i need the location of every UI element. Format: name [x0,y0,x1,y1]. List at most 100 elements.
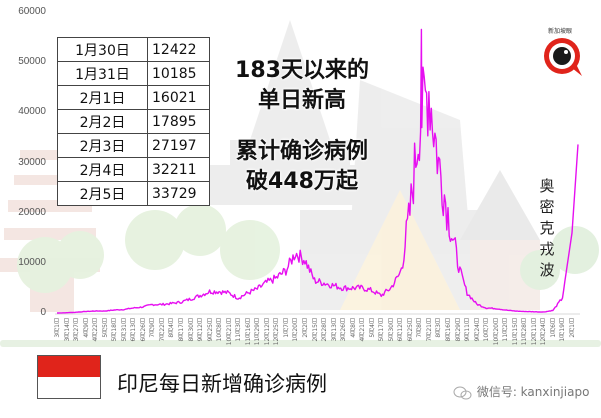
x-tick-label: 10月20日 [492,318,500,346]
x-tick-label: 7月21日 [425,318,433,342]
x-tick-label: 10月8日 [216,318,224,342]
x-tick-label: 11月16日 [244,318,252,346]
x-tick-label: 8月17日 [177,318,185,342]
footer-title: 印尼每日新增确诊病例 [117,372,327,396]
x-tick-label: 5月17日 [378,318,386,342]
omicron-char: 戎 [539,240,555,258]
wechat-icon [453,386,473,400]
x-tick-label: 8月16日 [445,318,453,342]
table-row: 2月3日 27197 [57,133,210,158]
x-tick-label: 9月11日 [464,318,472,342]
headline-new-high: 183天以来的 单日新高 [212,56,392,116]
x-tick-label: 2月28日 [321,318,329,342]
x-tick-label: 7月8日 [416,318,424,338]
y-tick-50000: 50000 [18,56,46,67]
x-tick-label: 4月22日 [92,318,100,342]
x-tick-label: 10月21日 [225,318,233,346]
x-tick-label: 7月22日 [158,318,166,342]
y-tick-30000: 30000 [18,157,46,168]
x-tick-label: 11月29日 [254,318,262,346]
x-tick-label: 1月20日 [292,318,300,342]
kanxinjiapo-logo-icon: 新加坡眼 [544,27,582,76]
cases-cell: 10185 [147,61,210,86]
x-tick-label: 8月3日 [435,318,443,338]
series-line [57,28,579,314]
cases-cell: 32211 [147,157,210,182]
date-cell: 2月1日 [57,85,148,110]
x-tick-label: 11月2日 [502,318,510,342]
x-tick-label: 5月18日 [111,318,119,342]
omicron-char: 波 [539,261,555,279]
x-tick-label: 12月12日 [263,318,271,346]
date-cell: 2月4日 [57,157,148,182]
x-tick-label: 5月4日 [368,318,376,338]
table-row: 1月31日 10185 [57,61,210,86]
x-tick-label: 6月25日 [406,318,414,342]
date-cell: 2月5日 [57,181,148,206]
cases-cell: 12422 [147,37,210,62]
x-tick-label: 6月26日 [139,318,147,342]
omicron-char: 密 [539,198,555,216]
x-tick-label: 10月7日 [483,318,491,342]
x-tick-label: 2月1日 [569,318,576,338]
date-cell: 1月30日 [57,37,148,62]
headline-line-1: 183天以来的 [235,58,369,83]
y-tick-40000: 40000 [18,106,46,117]
x-tick-label: 1月7日 [282,318,290,338]
headline-line-3: 累计确诊病例 [235,139,368,164]
x-tick-label: 9月24日 [473,318,481,342]
y-tick-60000: 60000 [18,6,46,17]
x-tick-label: 12月25日 [273,318,281,346]
x-tick-label: 5月31日 [120,318,128,342]
cases-cell: 27197 [147,133,210,158]
table-row: 1月30日 12422 [57,37,210,62]
date-cell: 2月2日 [57,109,148,134]
flag-white-band [38,377,100,398]
x-tick-label: 2月2日 [301,318,309,338]
indonesia-flag-icon [37,355,101,399]
x-tick-label: 1月19日 [559,318,567,342]
table-row: 2月4日 32211 [57,157,210,182]
headline-cumulative: 累计确诊病例 破448万起 [212,137,392,197]
date-cell: 2月3日 [57,133,148,158]
omicron-wave-label: 奥密克戎波 [537,176,557,281]
x-tick-label: 4月8日 [349,318,357,338]
x-tick-label: 11月28日 [521,318,529,346]
omicron-char: 克 [539,219,555,237]
x-tick-label: 4月9日 [82,318,90,338]
x-tick-label: 1月6日 [549,318,557,338]
y-tick-20000: 20000 [18,207,46,218]
y-tick-0: 0 [40,307,46,318]
headline-line-4: 破448万起 [246,169,358,194]
flag-red-band [38,356,100,377]
date-cell: 1月31日 [57,61,148,86]
x-tick-label: 12月11日 [530,318,538,346]
x-tick-label: 3月13日 [330,318,338,342]
cases-cell: 17895 [147,109,210,134]
x-tick-label: 8月29日 [454,318,462,342]
x-tick-label: 6月12日 [397,318,405,342]
x-tick-label: 3月1日 [54,318,61,338]
table-row: 2月2日 17895 [57,109,210,134]
table-row: 2月1日 16021 [57,85,210,110]
x-tick-label: 12月24日 [540,318,548,346]
x-tick-label: 5月5日 [101,318,109,338]
recent-cases-table: 1月30日 12422 1月31日 10185 2月1日 16021 2月2日 17895 2月… [57,37,210,206]
table-row: 2月5日 33729 [57,181,210,206]
y-tick-10000: 10000 [18,257,46,268]
x-tick-label: 5月30日 [387,318,395,342]
x-tick-label: 3月26日 [340,318,348,342]
x-tick-label: 3月14日 [63,318,71,342]
omicron-char: 奥 [539,177,555,195]
x-tick-label: 11月15日 [511,318,519,346]
x-tick-label: 7月9日 [149,318,157,338]
wechat-id: 微信号: kanxinjiapo [453,383,589,400]
cases-cell: 16021 [147,85,210,110]
cases-cell: 33729 [147,181,210,206]
x-tick-label: 8月4日 [168,318,176,338]
x-tick-label: 9月25日 [206,318,214,342]
wechat-id-text: 微信号: kanxinjiapo [476,385,590,399]
